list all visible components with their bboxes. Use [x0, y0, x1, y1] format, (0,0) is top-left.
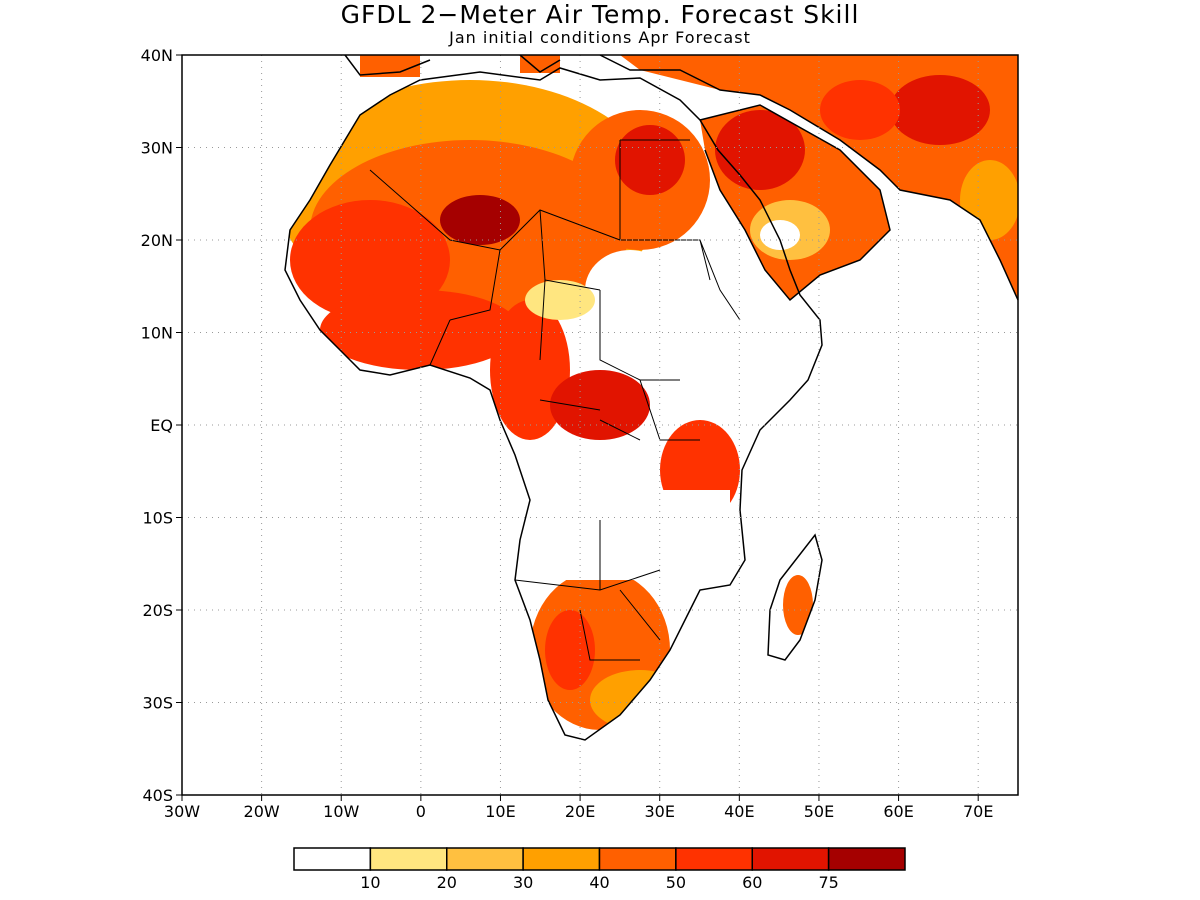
legend-label: 40: [589, 873, 609, 892]
lat-lon-grid: [182, 55, 1018, 795]
lat-label: 20S: [142, 601, 173, 620]
legend-swatch: [827, 847, 906, 871]
mediterranean-skill-band: [520, 55, 560, 73]
legend-swatch: [598, 847, 677, 871]
map-title: GFDL 2−Meter Air Temp. Forecast Skill: [340, 0, 860, 29]
legend-label: 10: [360, 873, 380, 892]
lon-label: 30W: [164, 802, 200, 821]
legend-label: 20: [437, 873, 457, 892]
legend-swatch: [446, 847, 524, 871]
lon-label: 40E: [724, 802, 754, 821]
map-subtitle: Jan initial conditions Apr Forecast: [449, 28, 751, 47]
madagascar-coastline: [767, 533, 823, 661]
lon-label: 20E: [565, 802, 595, 821]
lon-label: 30E: [644, 802, 674, 821]
lat-label: 30S: [142, 694, 173, 713]
legend-label: 60: [742, 873, 762, 892]
europe-coastline: [344, 54, 1019, 301]
mediterranean-skill-band: [360, 55, 420, 77]
color-legend: 10 20 30 40 50 60 75: [293, 847, 906, 892]
legend-swatch: [522, 847, 601, 871]
lat-label: 40S: [142, 786, 173, 805]
lon-label: 70E: [963, 802, 993, 821]
lat-label: 10S: [142, 509, 173, 528]
africa-coastline: [284, 67, 823, 741]
lat-label: 20N: [141, 231, 173, 250]
lon-label: 0: [416, 802, 426, 821]
legend-label: 50: [666, 873, 686, 892]
legend-swatch: [369, 847, 448, 871]
legend-label: 75: [818, 873, 838, 892]
coastlines: [284, 54, 1019, 741]
lat-label: 40N: [141, 46, 173, 65]
lat-label: EQ: [150, 416, 173, 435]
legend-label: 30: [513, 873, 533, 892]
legend-swatch: [293, 847, 372, 871]
lon-label: 20W: [244, 802, 280, 821]
lat-label: 30N: [141, 139, 173, 158]
legend-swatch: [675, 847, 753, 871]
lon-label: 10W: [323, 802, 359, 821]
lon-label: 10E: [485, 802, 515, 821]
lat-label: 10N: [141, 324, 173, 343]
map-border: [181, 54, 1019, 796]
arabia-coastline: [699, 104, 891, 302]
lon-label: 60E: [883, 802, 913, 821]
lon-label: 50E: [804, 802, 834, 821]
legend-swatch: [751, 847, 830, 871]
